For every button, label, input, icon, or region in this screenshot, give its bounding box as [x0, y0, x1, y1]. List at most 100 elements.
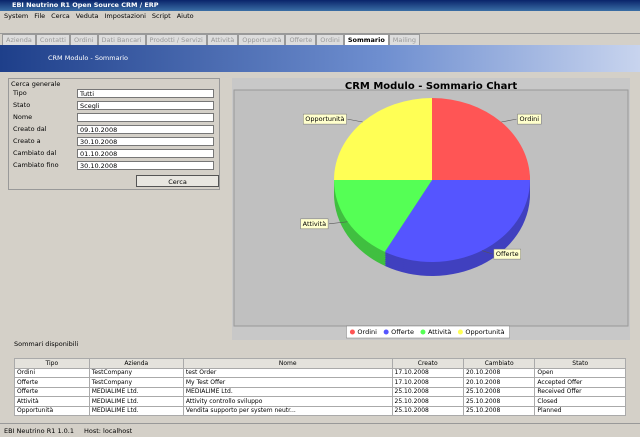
form-row: Cambiato fino 30.10.2008	[13, 161, 214, 170]
table-cell: Vendita supporto per system neutr...	[182, 405, 393, 416]
menu-item[interactable]: System	[4, 12, 29, 20]
table-cell: TestCompany	[88, 377, 184, 388]
field-label: Stato	[13, 101, 31, 109]
tab[interactable]: Opportunità	[238, 34, 286, 45]
tab[interactable]: Sommario	[343, 34, 389, 45]
table-cell: 25.10.2008	[462, 386, 536, 397]
module-header: CRM Modulo - Sommario	[0, 45, 640, 72]
form-row: Creato dal 09.10.2008	[13, 125, 214, 134]
table-row[interactable]: Offerte TestCompany My Test Offer 17.10.200…	[14, 377, 626, 388]
column-header: Creato	[391, 358, 464, 369]
field-input[interactable]: 01.10.2008	[77, 149, 214, 158]
column-header: Azienda	[88, 358, 184, 369]
legend-marker	[349, 329, 355, 335]
table-row[interactable]: Opportunità MEDIALIME Ltd. Vendita support…	[14, 405, 626, 416]
form-row: Cambiato dal 01.10.2008	[13, 149, 214, 158]
label-box	[493, 248, 521, 260]
tab[interactable]: Mailing	[388, 34, 421, 45]
menu-bar: System File Cerca Veduta Impostazioni Script A…	[0, 11, 640, 21]
label-leader	[329, 221, 348, 225]
table-row[interactable]: Attività MEDIALIME Ltd. Attivity controllo…	[14, 396, 626, 407]
tab[interactable]: Azienda	[2, 34, 36, 45]
tab[interactable]: Offerte	[285, 34, 317, 45]
table-row[interactable]: Ordini TestCompany test Order 17.10.2008 20.…	[14, 367, 626, 378]
table-row[interactable]: Offerte MEDIALIME Ltd. MEDIALIME Ltd. 25.10…	[14, 386, 626, 397]
field-label: Nome	[13, 113, 33, 121]
menu-item[interactable]: Aiuto	[176, 12, 194, 20]
results-table: Tipo Azienda Nome Creato Cambiato Stato Ordini…	[14, 358, 626, 416]
chart-title: CRM Modulo - Sommario Chart	[345, 81, 517, 92]
tab[interactable]: Prodotti / Servizi	[145, 34, 207, 45]
field-input[interactable]: 09.10.2008	[77, 125, 214, 134]
field-value: 01.10.2008	[80, 150, 118, 158]
field-input[interactable]: 30.10.2008	[77, 137, 214, 146]
legend	[346, 325, 510, 339]
menu-item[interactable]: Cerca	[51, 12, 70, 20]
tab[interactable]: Ordini	[69, 34, 98, 45]
field-value: 30.10.2008	[80, 138, 118, 146]
table-cell: MEDIALIME Ltd.	[88, 386, 184, 397]
menu-item[interactable]: Veduta	[75, 12, 99, 20]
label-leader	[501, 118, 517, 123]
legend-marker	[457, 329, 463, 335]
field-input[interactable]: Tutti	[77, 89, 214, 98]
table-cell: MEDIALIME Ltd.	[88, 396, 184, 407]
search-panel: Cerca generale Cerca Tipo Tutti Stato Scegl…	[8, 78, 220, 190]
menu-item[interactable]: Impostazioni	[104, 12, 146, 20]
table-cell: 25.10.2008	[391, 405, 464, 416]
tab[interactable]: Ordini	[316, 34, 344, 45]
column-header: Tipo	[14, 358, 90, 369]
form-row: Stato Scegli	[13, 101, 214, 110]
table-cell: Opportunità	[14, 405, 90, 416]
field-input[interactable]: 30.10.2008	[77, 161, 214, 170]
table-cell: Offerte	[14, 386, 90, 397]
slice-label: Ordini	[520, 115, 540, 123]
label-box	[517, 113, 542, 125]
table-cell: Planned	[534, 405, 626, 416]
form-row: Tipo Tutti	[13, 89, 214, 98]
slice-label: Offerte	[496, 250, 519, 258]
tab[interactable]: Attività	[206, 34, 239, 45]
table-cell: 17.10.2008	[391, 367, 464, 378]
field-label: Creato dal	[13, 125, 47, 133]
field-label: Tipo	[13, 89, 27, 97]
menu-item[interactable]: File	[34, 12, 46, 20]
table-cell: MEDIALIME Ltd.	[182, 386, 393, 397]
table-cell: Accepted Offer	[534, 377, 626, 388]
results-panel: Sommari disponibili Tipo Azienda Nome Creat…	[8, 340, 632, 420]
field-label: Cambiato fino	[13, 161, 59, 169]
tab-bar: Azienda Contatti Ordini Dati Bancari Prodott…	[2, 34, 421, 45]
pie-slice	[432, 98, 530, 180]
slice-label: Attività	[303, 220, 326, 228]
table-cell: MEDIALIME Ltd.	[88, 405, 184, 416]
search-button[interactable]: Cerca	[136, 175, 219, 187]
legend-marker	[383, 329, 389, 335]
table-cell: 17.10.2008	[391, 377, 464, 388]
tab[interactable]: Dati Bancari	[97, 34, 146, 45]
menu-item[interactable]: Script	[151, 12, 171, 20]
table-cell: 25.10.2008	[462, 405, 536, 416]
field-input[interactable]	[77, 113, 214, 122]
field-value: Scegli	[80, 102, 100, 110]
form-row: Nome	[13, 113, 214, 122]
table-cell: Attività	[14, 396, 90, 407]
field-value: 30.10.2008	[80, 162, 118, 170]
table-cell: Open	[534, 367, 626, 378]
tab[interactable]: Contatti	[35, 34, 70, 45]
column-header: Nome	[182, 358, 393, 369]
table-cell: test Order	[182, 367, 393, 378]
label-box	[303, 113, 347, 125]
table-cell: Attivity controllo sviluppo	[182, 396, 393, 407]
field-label: Cambiato dal	[13, 149, 57, 157]
toolbar	[0, 21, 640, 34]
pie-slice	[334, 180, 432, 252]
table-cell: Received Offer	[534, 386, 626, 397]
legend-label: Opportunità	[465, 328, 504, 336]
legend-marker	[420, 329, 426, 335]
pie-slice	[334, 98, 432, 180]
table-cell: 20.10.2008	[462, 367, 536, 378]
table-cell: 25.10.2008	[391, 396, 464, 407]
column-header: Stato	[534, 358, 626, 369]
field-input[interactable]: Scegli	[77, 101, 214, 110]
panel-title: Sommari disponibili	[14, 340, 79, 348]
